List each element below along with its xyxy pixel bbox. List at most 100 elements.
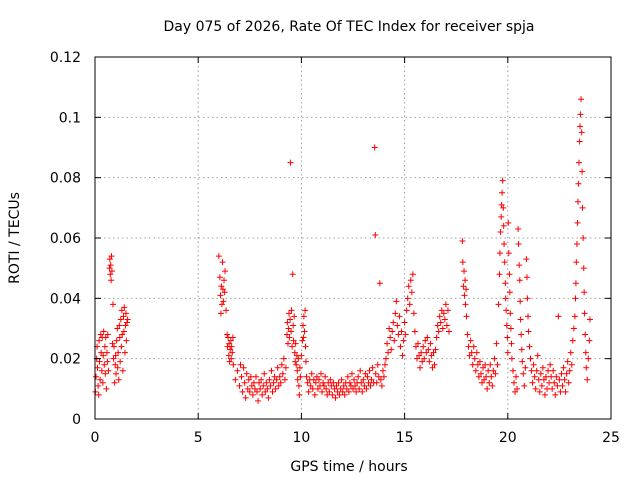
data-point bbox=[97, 331, 104, 338]
data-point bbox=[362, 370, 369, 377]
data-point bbox=[102, 370, 109, 377]
data-point bbox=[251, 385, 258, 392]
data-point bbox=[350, 385, 356, 392]
data-point bbox=[573, 259, 580, 266]
y-tick-label: 0 bbox=[72, 412, 81, 428]
data-point bbox=[106, 265, 113, 272]
data-point bbox=[288, 307, 295, 314]
data-point bbox=[291, 313, 298, 320]
data-point bbox=[516, 262, 523, 269]
data-point bbox=[291, 349, 298, 356]
data-point bbox=[258, 376, 265, 383]
data-point bbox=[569, 337, 576, 344]
data-point bbox=[112, 352, 119, 359]
data-point bbox=[103, 385, 110, 392]
data-point bbox=[118, 343, 125, 350]
data-point bbox=[300, 313, 307, 320]
data-point bbox=[437, 319, 444, 326]
data-point bbox=[263, 379, 270, 386]
data-point bbox=[372, 231, 379, 238]
data-point bbox=[429, 364, 436, 371]
data-point bbox=[301, 328, 308, 335]
data-point bbox=[483, 373, 490, 380]
data-point bbox=[240, 364, 247, 371]
data-point bbox=[403, 307, 410, 314]
data-point bbox=[285, 325, 292, 332]
data-point bbox=[266, 376, 273, 383]
data-point bbox=[578, 96, 585, 103]
data-point bbox=[423, 349, 430, 356]
x-tick-label: 10 bbox=[292, 430, 310, 446]
data-point bbox=[98, 349, 105, 356]
data-point bbox=[278, 361, 285, 368]
data-point bbox=[504, 349, 511, 356]
data-point bbox=[519, 358, 526, 365]
data-point bbox=[412, 343, 419, 350]
data-point bbox=[244, 385, 251, 392]
data-point bbox=[463, 286, 470, 293]
x-axis-label: GPS time / hours bbox=[290, 459, 407, 475]
data-point bbox=[279, 370, 286, 377]
data-point bbox=[324, 391, 331, 398]
data-point bbox=[269, 388, 276, 395]
data-point bbox=[116, 334, 123, 341]
data-point bbox=[551, 379, 558, 386]
data-point bbox=[121, 349, 128, 356]
data-point bbox=[512, 388, 519, 395]
data-point bbox=[525, 328, 532, 335]
data-point bbox=[386, 325, 393, 332]
data-point bbox=[405, 283, 412, 290]
data-point bbox=[492, 370, 499, 377]
data-point bbox=[562, 388, 569, 395]
data-point bbox=[336, 391, 343, 398]
data-point bbox=[344, 373, 351, 380]
data-point bbox=[419, 358, 426, 365]
data-point bbox=[283, 331, 290, 338]
data-point bbox=[387, 334, 394, 341]
data-point bbox=[275, 382, 282, 389]
data-point bbox=[287, 159, 294, 166]
data-point bbox=[390, 319, 397, 326]
data-point bbox=[460, 283, 467, 290]
data-point bbox=[227, 337, 234, 344]
data-point bbox=[359, 388, 366, 395]
data-point bbox=[318, 370, 325, 377]
data-point bbox=[261, 370, 268, 377]
data-point bbox=[381, 361, 388, 368]
data-point bbox=[217, 310, 224, 317]
data-point bbox=[218, 283, 225, 290]
data-point bbox=[572, 280, 579, 287]
data-point bbox=[389, 328, 396, 335]
data-point bbox=[98, 367, 105, 374]
data-point bbox=[459, 259, 466, 266]
data-point bbox=[107, 271, 114, 278]
data-point bbox=[368, 376, 375, 383]
data-point bbox=[93, 373, 100, 380]
data-point bbox=[542, 373, 549, 380]
data-point bbox=[553, 373, 560, 380]
data-point bbox=[313, 373, 320, 380]
data-point bbox=[96, 337, 103, 344]
data-point bbox=[406, 301, 413, 308]
data-point bbox=[384, 340, 391, 347]
data-point bbox=[510, 379, 517, 386]
data-point bbox=[376, 280, 383, 287]
data-point bbox=[375, 373, 382, 380]
data-point bbox=[255, 397, 262, 404]
data-point bbox=[238, 373, 245, 380]
data-point bbox=[585, 355, 592, 362]
data-point bbox=[227, 346, 234, 353]
data-point bbox=[532, 385, 539, 392]
data-point bbox=[243, 370, 250, 377]
data-point bbox=[114, 364, 121, 371]
data-point bbox=[582, 331, 589, 338]
data-point bbox=[485, 367, 492, 374]
data-point bbox=[433, 334, 440, 341]
y-tick-label: 0.04 bbox=[50, 291, 81, 307]
data-point bbox=[506, 271, 513, 278]
data-point bbox=[506, 289, 513, 296]
data-point bbox=[516, 277, 523, 284]
data-points bbox=[92, 96, 593, 404]
data-point bbox=[97, 376, 104, 383]
data-point bbox=[101, 343, 108, 350]
